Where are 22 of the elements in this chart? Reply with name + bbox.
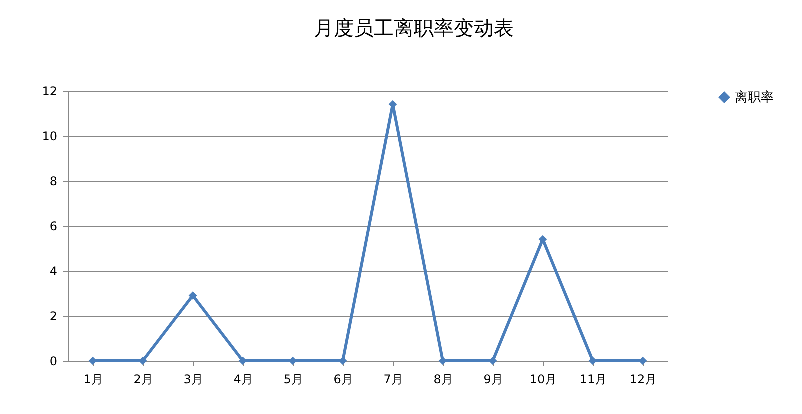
x-tick-label: 11月 <box>580 372 608 386</box>
y-tick-label: 8 <box>50 174 58 188</box>
x-tick-label: 9月 <box>484 372 504 386</box>
x-tick-label: 6月 <box>334 372 354 386</box>
x-tick-label: 8月 <box>434 372 454 386</box>
legend-label: 离职率 <box>735 90 774 106</box>
y-tick-label: 10 <box>42 130 58 144</box>
x-tick-label: 3月 <box>184 372 204 386</box>
x-tick-label: 4月 <box>234 372 254 386</box>
y-tick-label: 2 <box>50 310 58 324</box>
x-tick-label: 2月 <box>134 372 154 386</box>
x-tick-label: 10月 <box>530 372 558 386</box>
x-tick-label: 7月 <box>384 372 404 386</box>
x-tick-label: 12月 <box>630 372 658 386</box>
y-tick-label: 12 <box>42 84 58 98</box>
x-tick-label: 5月 <box>284 372 304 386</box>
y-tick-label: 4 <box>50 264 58 278</box>
point <box>188 292 198 300</box>
y-tick-label: 0 <box>50 354 58 368</box>
chart-title: 月度员工离职率变动表 <box>314 16 514 40</box>
y-tick-label: 6 <box>50 220 58 234</box>
x-tick-label: 1月 <box>84 372 104 386</box>
